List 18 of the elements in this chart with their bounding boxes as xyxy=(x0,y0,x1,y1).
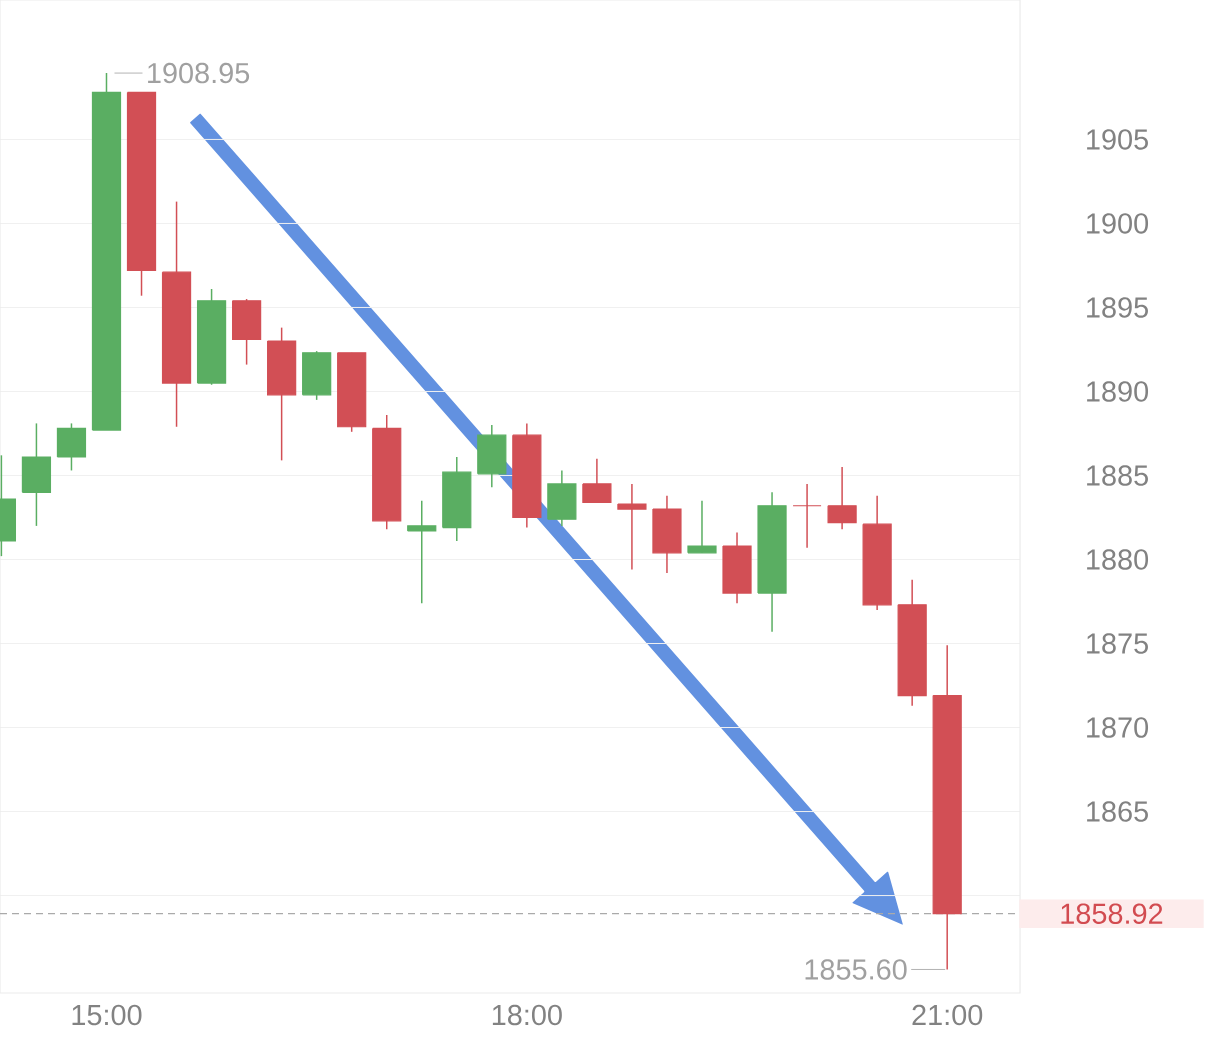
x-tick-label: 18:00 xyxy=(492,1004,562,1026)
y-tick-label: 1885 xyxy=(1087,465,1148,486)
y-tick-label: 1865 xyxy=(1087,801,1148,822)
y-tick-label: 1890 xyxy=(1087,381,1149,402)
annotation: 1855.60 xyxy=(805,959,907,980)
y-tick-label: 1900 xyxy=(1087,213,1149,234)
candlestick xyxy=(407,499,437,604)
x-tick-label: 21:00 xyxy=(912,1004,983,1026)
ref-line-label: 1858.92 xyxy=(1061,903,1163,924)
y-tick-label: 1895 xyxy=(1087,297,1148,318)
y-tick-label: 1905 xyxy=(1087,129,1148,150)
y-tick-label: 1870 xyxy=(1087,717,1149,738)
y-tick-label: 1875 xyxy=(1087,633,1148,654)
candlestick xyxy=(617,483,647,571)
candlestick xyxy=(792,483,822,549)
y-tick-label: 1880 xyxy=(1087,549,1149,570)
x-tick-label: 15:00 xyxy=(72,1004,142,1026)
annotation: 1908.95 xyxy=(148,62,250,84)
